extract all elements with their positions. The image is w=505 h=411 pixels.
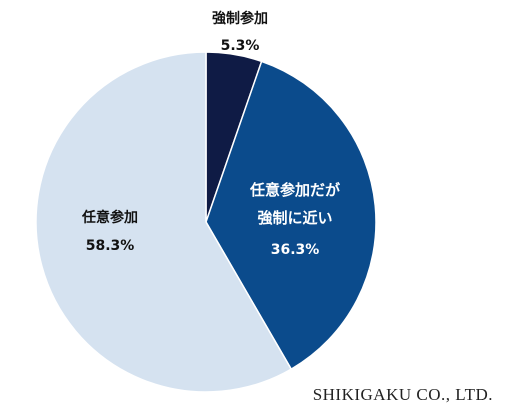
slice-label: 任意参加 [82,210,138,226]
pie-slice [205,60,377,371]
watermark: SHIKIGAKU CO., LTD. [312,385,493,404]
slice-label: 任意参加だが 強制に近い [249,181,341,227]
pie-slice [35,51,293,393]
value-label: 58.3% [85,238,135,254]
value-label: 36.3% [270,242,320,258]
value-label: 5.3% [220,38,260,54]
slice-label: 強制参加 [212,11,268,27]
